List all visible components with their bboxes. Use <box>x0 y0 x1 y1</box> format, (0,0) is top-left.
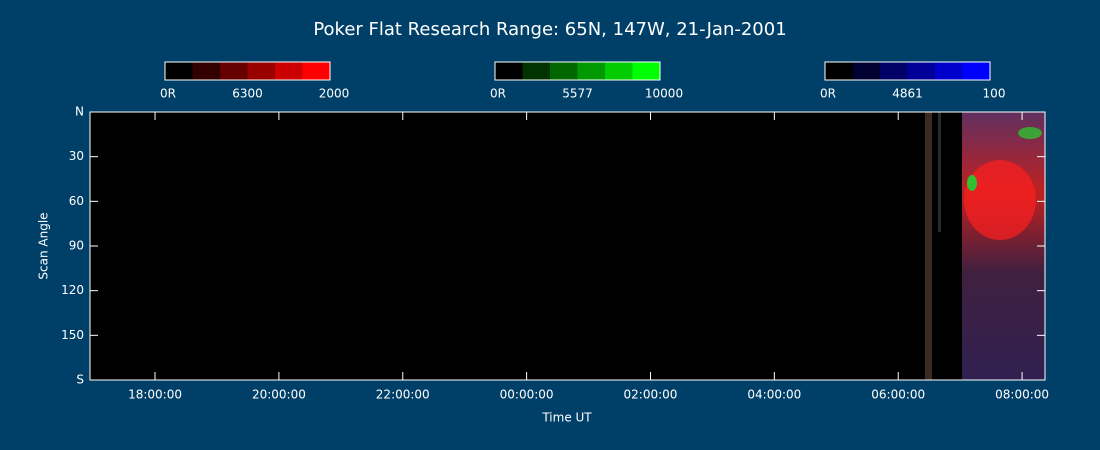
colorbar-segment <box>275 62 303 80</box>
colorbar-frame <box>494 61 661 81</box>
colorbar-segment <box>192 62 220 80</box>
colorbar-segment <box>165 62 193 80</box>
colorbar-min: 0R <box>820 87 836 101</box>
colorbar-segment <box>880 62 908 80</box>
chart-title: Poker Flat Research Range: 65N, 147W, 21… <box>313 19 786 40</box>
image-blob <box>1018 127 1042 139</box>
y-tick-label: 150 <box>61 328 84 342</box>
colorbar-segment <box>935 62 963 80</box>
colorbar-frame <box>164 61 331 81</box>
x-tick-label: 04:00:00 <box>747 388 801 402</box>
colorbar-segment <box>605 62 633 80</box>
colorbar-segment <box>522 62 550 80</box>
colorbar-max: 10000 <box>645 87 683 101</box>
colorbar-max: 100 <box>983 87 1006 101</box>
plot-area <box>90 112 1045 380</box>
y-axis-label: Scan Angle <box>37 212 51 279</box>
x-tick-label: 06:00:00 <box>871 388 925 402</box>
x-tick-label: 20:00:00 <box>252 388 306 402</box>
y-tick-label: 60 <box>69 194 84 208</box>
colorbar-name: 5577 <box>562 87 593 101</box>
colorbar-segment <box>852 62 880 80</box>
y-tick-label: N <box>75 105 84 119</box>
colorbar-segment <box>962 62 990 80</box>
colorbar-segment <box>302 62 330 80</box>
x-axis-label: Time UT <box>541 411 592 425</box>
colorbar-segment <box>220 62 248 80</box>
colorbar-segment <box>495 62 523 80</box>
colorbar-max: 2000 <box>319 87 350 101</box>
aurora-image <box>925 112 1045 380</box>
colorbar-min: 0R <box>490 87 506 101</box>
image-blob <box>967 175 977 191</box>
image-stripe <box>938 112 941 232</box>
image-stripe <box>925 112 932 380</box>
colorbar-segment <box>247 62 275 80</box>
colorbar-segment <box>632 62 660 80</box>
colorbar-segment <box>907 62 935 80</box>
y-tick-label: 30 <box>69 149 84 163</box>
colorbar-segment <box>577 62 605 80</box>
y-tick-label: 90 <box>69 239 84 253</box>
image-blob <box>964 160 1036 240</box>
y-tick-label: S <box>76 373 84 387</box>
x-tick-label: 02:00:00 <box>624 388 678 402</box>
x-tick-label: 00:00:00 <box>500 388 554 402</box>
colorbar-name: 4861 <box>892 87 923 101</box>
image-block <box>962 112 1045 380</box>
colorbar-segment <box>550 62 578 80</box>
y-tick-label: 120 <box>61 283 84 297</box>
x-tick-label: 08:00:00 <box>995 388 1049 402</box>
x-tick-label: 18:00:00 <box>128 388 182 402</box>
colorbar-frame <box>824 61 991 81</box>
colorbar-name: 6300 <box>232 87 263 101</box>
x-tick-label: 22:00:00 <box>376 388 430 402</box>
colorbar-min: 0R <box>160 87 176 101</box>
colorbar-segment <box>825 62 853 80</box>
